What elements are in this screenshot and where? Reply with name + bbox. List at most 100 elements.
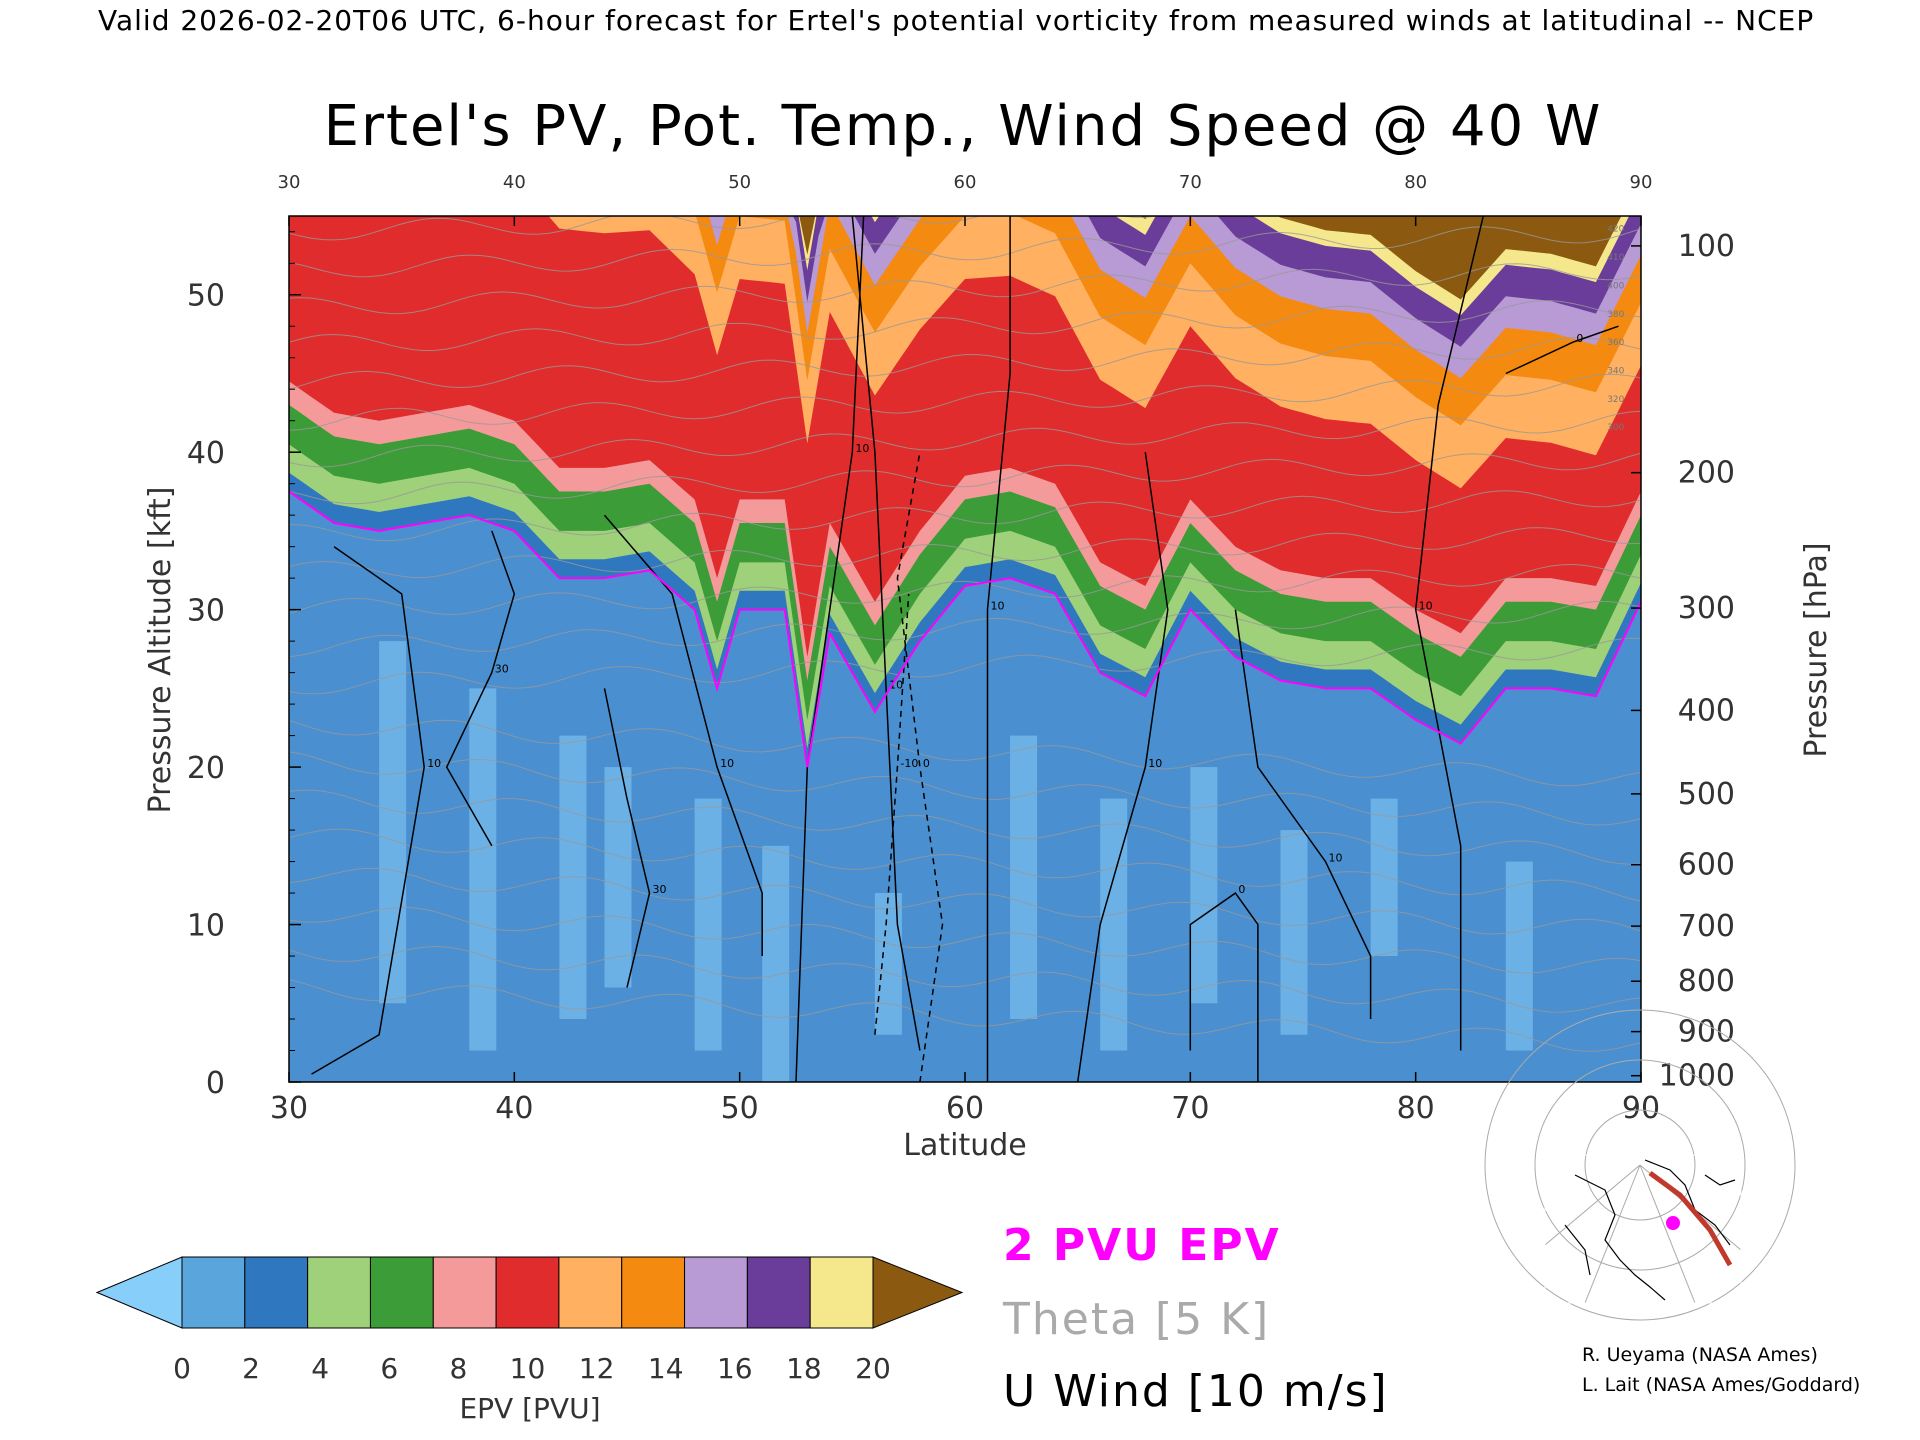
p-tick-label: 100 (1678, 229, 1735, 264)
colorbar-swatch (181, 1256, 246, 1329)
u-wind-label-5: 10 (889, 678, 903, 691)
u-wind-label-11: 10 (1329, 852, 1343, 865)
colorbar-tick-label: 6 (380, 1352, 398, 1385)
x-top-tick-label: 40 (503, 172, 526, 193)
theta-contour-13 (289, 452, 1641, 505)
theta-contour-12 (289, 490, 1641, 542)
pv-streak-1 (469, 688, 497, 1051)
section-line (1648, 1170, 1733, 1267)
colorbar-tick-label: 4 (311, 1352, 329, 1385)
pv-band-layer (289, 216, 1641, 1082)
x-axis-top: 30 40 50 60 70 80 90 (278, 172, 1652, 226)
y-axis-left: 0 10 20 30 40 50 (187, 231, 301, 1101)
colorbar-tick-label: 16 (717, 1352, 753, 1385)
x-tick-label: 60 (946, 1091, 984, 1126)
theta-contour-19 (289, 226, 1641, 278)
theta-contour-2 (289, 906, 1641, 974)
credit-line-2: L. Lait (NASA Ames/Goddard) (1582, 1374, 1860, 1396)
u-wind-label-7: 0 (923, 757, 930, 770)
x-tick-label: 40 (495, 1091, 533, 1126)
u-wind-contour-12 (1414, 216, 1485, 1051)
theta-contour-7 (289, 719, 1641, 787)
colorbar-over-arrow (872, 1256, 964, 1329)
colorbar-swatch (621, 1256, 686, 1329)
colorbar-swatch (684, 1256, 748, 1329)
u-wind-contour-9 (1076, 452, 1169, 1082)
pv-streak-6 (874, 893, 902, 1035)
u-wind-contour-6 (986, 216, 1011, 1082)
y-tick-label: 50 (187, 279, 225, 314)
u-wind-label-10: 0 (1238, 883, 1245, 896)
location-marker (1666, 1216, 1680, 1230)
y-tick-label: 20 (187, 751, 225, 786)
pv-band-10 (289, 216, 1641, 300)
y-tick-label: 30 (187, 594, 225, 629)
p-tick-label: 500 (1678, 777, 1735, 812)
pv-streak-11 (1370, 798, 1398, 957)
pv-band-8 (289, 216, 1641, 347)
chart-title: Ertel's PV, Pot. Temp., Wind Speed @ 40 … (324, 94, 1603, 159)
x-top-tick-label: 60 (954, 172, 977, 193)
u-wind-contour-8 (874, 593, 910, 1035)
theta-contour-18 (289, 263, 1641, 315)
pv-streak-layer (379, 641, 1533, 1082)
y-tick-label: 0 (206, 1066, 225, 1101)
u-wind-contour-0 (311, 546, 425, 1075)
x-axis-label: Latitude (903, 1128, 1026, 1163)
pv-2pvu-line-layer (289, 490, 1641, 768)
colorbar-tick-label: 18 (786, 1352, 822, 1385)
theta-contour-3 (289, 867, 1641, 935)
x-tick-label: 70 (1171, 1091, 1209, 1126)
u-wind-label-13: 0 (1576, 332, 1583, 345)
theta-contour-15 (289, 373, 1641, 431)
pv-streak-8 (1100, 798, 1128, 1051)
colorbar-tick-label: 2 (242, 1352, 260, 1385)
theta-contour-6 (289, 751, 1641, 826)
u-wind-label-8: -10 (900, 757, 918, 770)
theta-contour-11 (289, 527, 1641, 578)
theta-contour-16 (289, 337, 1641, 390)
p-tick-label: 800 (1678, 964, 1735, 999)
u-wind-label-9: 10 (1148, 757, 1162, 770)
u-wind-label-4: 10 (855, 442, 869, 455)
valid-line: Valid 2026-02-20T06 UTC, 6-hour forecast… (98, 4, 1814, 37)
x-top-tick-label: 70 (1179, 172, 1202, 193)
theta-label: 420 (1607, 225, 1624, 235)
theta-contour-5 (289, 789, 1641, 865)
inset-map (1484, 1009, 1796, 1321)
theta-label: 400 (1607, 281, 1624, 291)
u-wind-contour-11 (1234, 609, 1372, 1019)
x-top-tick-label: 50 (728, 172, 751, 193)
theta-label: 410 (1607, 253, 1624, 263)
theta-label: 300 (1607, 423, 1624, 433)
theta-contour-10 (289, 563, 1641, 615)
u-wind-label-6: 10 (991, 600, 1005, 613)
theta-contour-8 (289, 637, 1641, 695)
colorbar-swatch (307, 1256, 371, 1329)
colorbar-tick-label: 14 (648, 1352, 684, 1385)
u-wind-contour-1 (445, 530, 516, 847)
colorbar-under-arrow (95, 1256, 183, 1329)
u-wind-contour-3 (603, 514, 763, 956)
pv-streak-10 (1280, 830, 1308, 1035)
theta-label: 340 (1607, 366, 1624, 376)
u-wind-contour-layer: 10 30 30 10 10 10 10 0 -10 10 0 10 10 0 (311, 216, 1619, 1082)
pv-streak-7 (1010, 735, 1038, 1020)
pv-2pvu-line (289, 490, 1641, 768)
p-tick-label: 900 (1678, 1015, 1735, 1050)
colorbar-swatch (558, 1256, 623, 1329)
pv-streak-9 (1190, 767, 1218, 1004)
u-wind-contour-7 (896, 452, 944, 1082)
theta-contour-4 (289, 828, 1641, 902)
u-wind-label-3: 10 (720, 757, 734, 770)
u-wind-contour-13 (1505, 325, 1619, 375)
y-tick-label: 40 (187, 436, 225, 471)
u-wind-label-2: 30 (653, 883, 667, 896)
y-axis-label: Pressure Altitude [kft] (143, 487, 178, 814)
colorbar: 0 2 4 6 8 10 12 14 16 18 20 (95, 1256, 964, 1385)
x-top-tick-label: 80 (1404, 172, 1427, 193)
u-wind-label-1: 30 (495, 663, 509, 676)
theta-label: 360 (1607, 338, 1624, 348)
p-tick-label: 400 (1678, 693, 1735, 728)
